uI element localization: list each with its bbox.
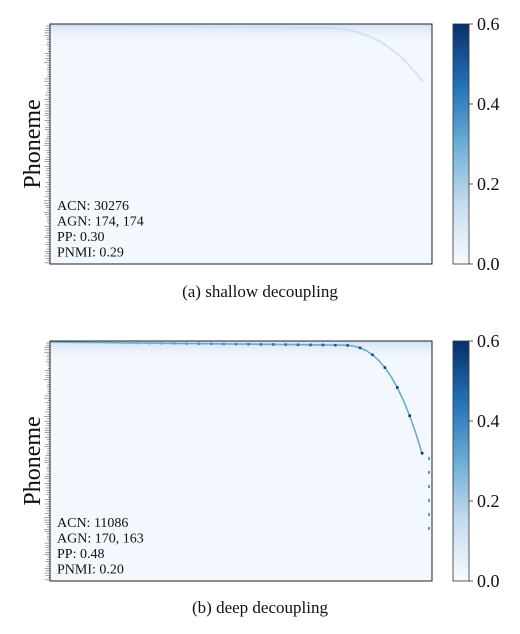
heatmap-peak-cell <box>284 343 287 346</box>
y-axis-label: Phoneme <box>20 99 46 188</box>
colorbar-tick-label: 0.2 <box>477 491 500 511</box>
colorbar-tick-label: 0.6 <box>477 14 500 34</box>
stat-line: ACN: 30276 <box>57 199 129 214</box>
heatmap-peak-cell <box>197 342 201 345</box>
y-axis-label: Phoneme <box>20 416 46 505</box>
heatmap-peak-cell <box>172 342 176 345</box>
heatmap-background <box>50 341 432 581</box>
heatmap-peak-cell <box>123 341 126 345</box>
y-axis-ticks <box>44 342 50 581</box>
stat-line: ACN: 11086 <box>57 516 128 531</box>
caption-shallow: (a) shallow decoupling <box>182 282 338 301</box>
heatmap-peak-cell <box>185 342 188 345</box>
stat-line: PP: 0.30 <box>57 230 104 245</box>
heatmap-peak-cell <box>346 28 349 31</box>
heatmap-peak-cell <box>346 344 349 347</box>
colorbar-tick-label: 0.0 <box>477 254 500 274</box>
heatmap-peak-cell <box>296 343 300 347</box>
heatmap-peak-cell <box>421 79 423 82</box>
colorbar <box>452 23 470 265</box>
caption-deep: (b) deep decoupling <box>192 598 328 617</box>
heatmap-peak-cell <box>383 43 386 46</box>
stat-line: PNMI: 0.20 <box>57 563 124 578</box>
heatmap-frame <box>49 340 433 582</box>
colorbar-tick-label: 0.4 <box>477 411 500 431</box>
heatmap-peak-cell <box>272 343 275 346</box>
heatmap-peak-cell <box>135 341 139 345</box>
heatmap-peak-cell <box>148 341 151 345</box>
heatmap-peak-cell <box>160 342 163 345</box>
heatmap-peak-cell <box>358 346 362 350</box>
heatmap-peak-cell <box>253 26 256 29</box>
heatmap-frame <box>49 23 433 265</box>
stat-line: PNMI: 0.29 <box>57 246 124 261</box>
heatmap-peak-cell <box>210 342 213 346</box>
colorbar-tick-label: 0.6 <box>477 331 500 351</box>
stat-line: AGN: 174, 174 <box>57 215 144 230</box>
heatmap-peak-cell <box>420 451 424 455</box>
heatmap-peak-cell <box>428 471 430 474</box>
colorbar-tick-label: 0.0 <box>477 571 500 591</box>
stat-line: AGN: 170, 163 <box>57 532 144 547</box>
heatmap-peak-cell <box>290 26 293 29</box>
colorbar-tick-label: 0.4 <box>477 94 500 114</box>
heatmap-peak-cell <box>259 343 263 346</box>
heatmap-peak-cell <box>309 26 312 29</box>
heatmap-peak-cell <box>222 342 225 346</box>
y-axis-ticks <box>44 25 50 264</box>
heatmap-peak-cell <box>396 386 399 389</box>
heatmap-peak-cell <box>321 343 325 347</box>
colorbar-tick-label: 0.2 <box>477 174 500 194</box>
heatmap-panel-shallow: Phoneme ACN: 30276 AGN: 174, 174 PP: 0.30 PN… <box>20 14 500 301</box>
heatmap-peak-cell <box>383 366 387 369</box>
heatmap-peak-cell <box>234 342 238 346</box>
heatmap-peak-cell <box>328 27 330 29</box>
colorbar <box>452 340 470 582</box>
heatmap-peak-cell <box>428 513 430 516</box>
heatmap-peak-cell <box>408 414 411 417</box>
heatmap-peak-cell <box>334 343 337 347</box>
heatmap-background <box>50 24 432 264</box>
heatmap-peak-cell <box>247 342 250 346</box>
heatmap-peak-cell <box>428 499 430 502</box>
heatmap-peak-cell <box>371 353 374 357</box>
heatmap-peak-cell <box>428 457 430 460</box>
heatmap-peak-cell <box>428 527 430 530</box>
heatmap-peak-cell <box>428 485 430 488</box>
heatmap-peak-cell <box>402 58 405 61</box>
heatmap-peak-cell <box>235 26 237 28</box>
heatmap-peak-cell <box>272 26 275 29</box>
heatmap-panel-deep: Phoneme ACN: 11086 AGN: 170, 163 PP: 0.48 PN… <box>0 317 520 634</box>
heatmap-peak-cell <box>110 341 114 345</box>
heatmap-peak-cell <box>365 34 368 37</box>
stat-line: PP: 0.48 <box>57 547 104 562</box>
heatmap-peak-cell <box>309 343 312 347</box>
